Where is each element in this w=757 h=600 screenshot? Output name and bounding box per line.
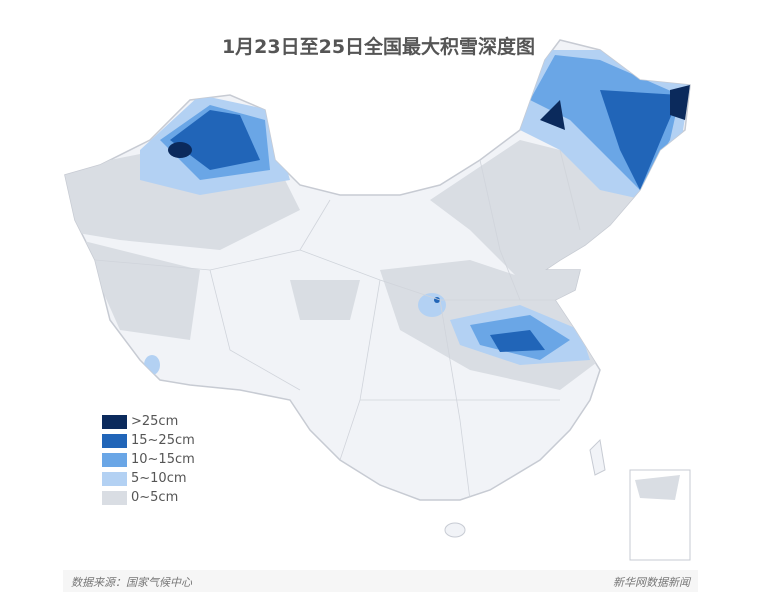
legend-label: 15~25cm	[131, 433, 195, 448]
brand-credit: 新华网数据新闻	[613, 576, 690, 589]
legend-swatch	[102, 490, 127, 505]
legend-swatch	[102, 452, 127, 467]
taiwan	[589, 438, 606, 476]
data-source: 数据来源：国家气候中心	[71, 576, 192, 589]
legend-swatch	[102, 471, 127, 486]
legend-item: >25cm	[102, 412, 195, 431]
legend-item: 15~25cm	[102, 431, 195, 450]
legend-label: 0~5cm	[131, 490, 179, 505]
hainan	[444, 522, 466, 538]
province-borders	[94, 149, 581, 500]
footer: 数据来源：国家气候中心 新华网数据新闻	[63, 570, 698, 592]
legend-swatch	[102, 433, 127, 448]
legend-label: >25cm	[131, 414, 179, 429]
legend-item: 10~15cm	[102, 450, 195, 469]
legend-swatch	[102, 414, 127, 429]
map-title: 1月23日至25日全国最大积雪深度图	[221, 36, 536, 58]
legend-item: 5~10cm	[102, 469, 195, 488]
legend-label: 5~10cm	[131, 471, 187, 486]
legend: >25cm 15~25cm 10~15cm 5~10cm 0~5cm	[102, 412, 195, 507]
inset-land	[635, 475, 680, 500]
legend-item: 0~5cm	[102, 488, 195, 507]
legend-label: 10~15cm	[131, 452, 195, 467]
snow-layers	[65, 50, 690, 390]
